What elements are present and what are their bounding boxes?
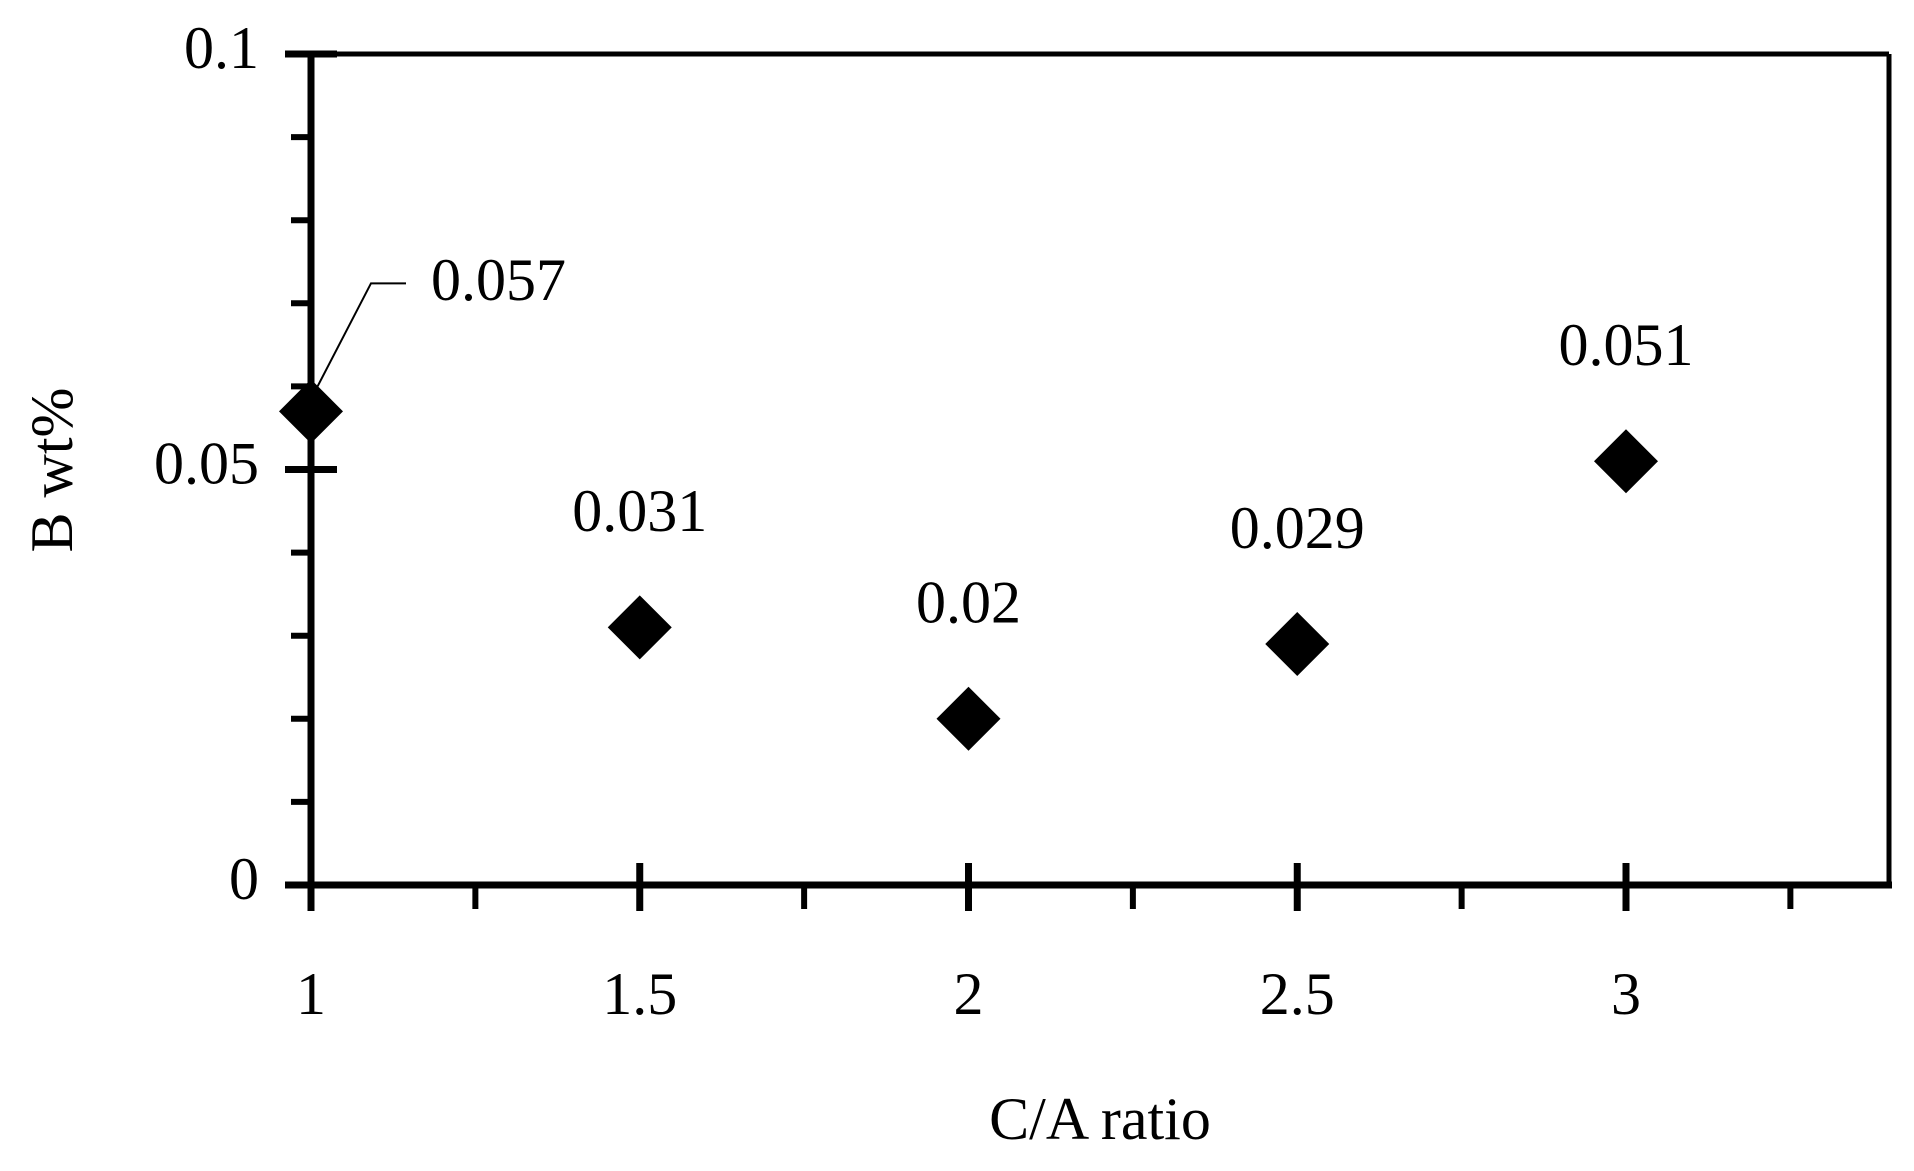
point	[1265, 612, 1330, 677]
x-tick-label: 2	[954, 961, 984, 1027]
point	[607, 595, 672, 660]
leader-line	[314, 282, 406, 392]
data-label: 0.02	[916, 570, 1021, 636]
y-tick-label: 0.1	[184, 15, 259, 81]
x-tick-label: 2.5	[1260, 961, 1335, 1027]
x-tick-label: 1	[296, 961, 326, 1027]
data-label: 0.051	[1559, 312, 1694, 378]
y-axis-title: B wt%	[19, 388, 85, 553]
y-tick-label: 0	[229, 846, 259, 912]
x-axis-title: C/A ratio	[989, 1086, 1211, 1152]
point	[279, 379, 343, 444]
data-label: 0.029	[1230, 495, 1365, 561]
data-label: 0.057	[431, 247, 566, 313]
x-tick-label: 3	[1611, 961, 1641, 1027]
x-tick-label: 1.5	[602, 961, 677, 1027]
data-label: 0.031	[572, 478, 707, 544]
y-tick-label: 0.05	[154, 430, 259, 496]
point	[936, 686, 1001, 751]
point	[1594, 429, 1658, 494]
